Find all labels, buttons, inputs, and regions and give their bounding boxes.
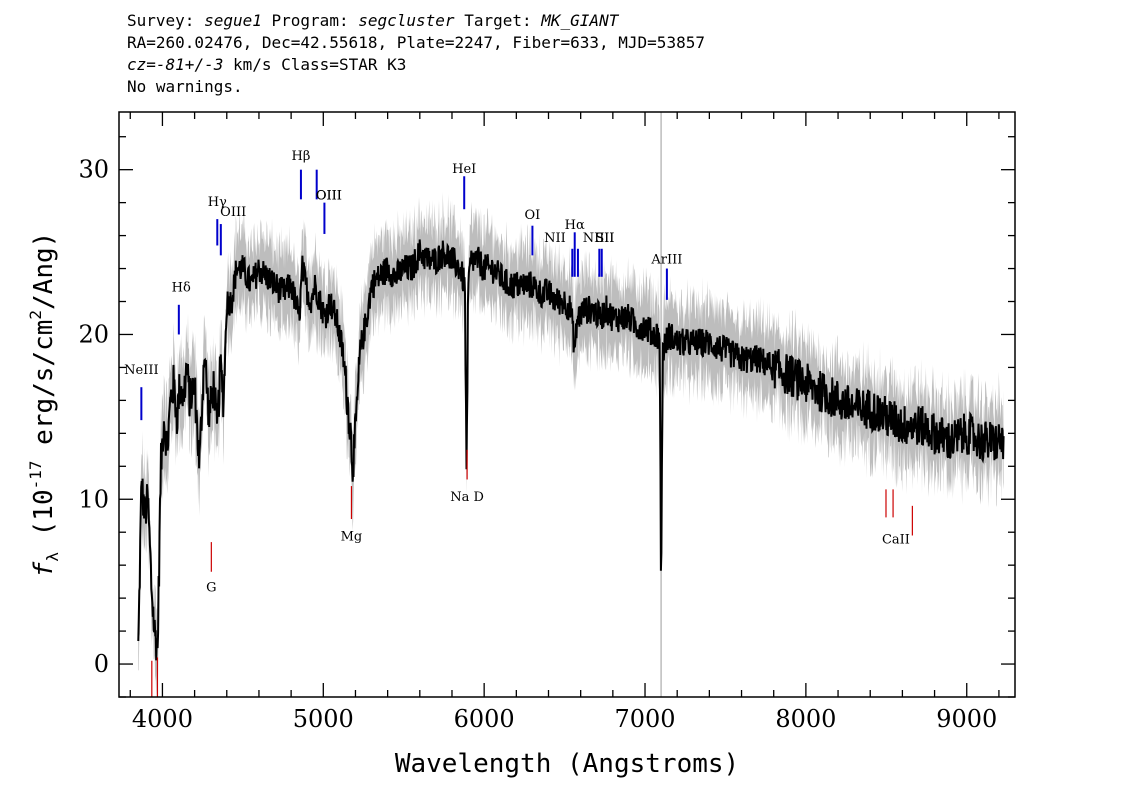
cz-label: cz=: [127, 55, 156, 74]
absorption-line-markers: G Mg Na D CaII: [151, 449, 913, 697]
y-tick-label: 20: [78, 320, 109, 348]
x-axis-label: Wavelength (Angstroms): [395, 749, 739, 779]
y-label-exp: -17: [26, 460, 45, 489]
coordinates-line: RA=260.02476, Dec=42.55618, Plate=2247, …: [127, 33, 705, 52]
absorption-line-label: CaII: [882, 533, 910, 548]
emission-line-label: OIII: [316, 188, 342, 203]
x-tick-label: 8000: [775, 705, 836, 733]
emission-line-label: OIII: [316, 188, 342, 203]
emission-line-label: NII: [544, 231, 566, 246]
emission-line-label: NeIII: [124, 363, 158, 378]
x-tick-label: 6000: [454, 705, 515, 733]
y-label-f: f: [29, 561, 59, 577]
emission-line-markers: NeIIIHδHγOIIIHβOIIIOIIIHeIOINIIHαNIISIIS…: [124, 149, 682, 421]
flux-line: [137, 239, 1005, 661]
emission-line-label: Hβ: [292, 149, 311, 164]
error-band-area: [138, 192, 1004, 700]
emission-line-label: NII: [583, 231, 605, 246]
target-value: MK_GIANT: [541, 11, 619, 30]
y-tick-label: 0: [94, 650, 109, 678]
y-label-sub: λ: [43, 552, 62, 562]
emission-line-label: ArIII: [650, 253, 682, 268]
emission-line-label: Hα: [565, 218, 585, 233]
survey-label: Survey:: [127, 11, 195, 30]
target-label: Target:: [464, 11, 532, 30]
absorption-line-label: G: [206, 581, 216, 596]
x-tick-label: 4000: [132, 705, 193, 733]
cz-value: -81+/-3: [155, 55, 224, 74]
emission-line-label: Hδ: [172, 281, 191, 296]
x-tick-label: 9000: [936, 705, 997, 733]
program-value: segcluster: [358, 11, 455, 30]
emission-line-label: HeI: [452, 162, 476, 177]
y-label-rest: (10: [29, 489, 59, 552]
survey-value: segue1: [204, 11, 262, 30]
emission-line-label: OI: [525, 208, 541, 223]
y-label-end: /Ang): [29, 232, 59, 310]
emission-line-label: Hγ: [208, 195, 227, 210]
error-band: [138, 192, 1004, 700]
class-text: km/s Class=STAR K3: [223, 55, 407, 74]
emission-line-label: SII: [595, 231, 614, 246]
emission-line-label: OIII: [220, 205, 246, 220]
axis-ticks: [119, 112, 1015, 698]
redshift-line: cz=-81+/-3 km/s Class=STAR K3: [127, 54, 705, 76]
y-label-exp2: 2: [26, 310, 45, 320]
y-axis-label: fλ (10-17 erg/s/cm2/Ang): [26, 232, 62, 578]
flux-series: [137, 239, 1005, 661]
absorption-line-label: Mg: [341, 529, 363, 544]
program-label: Program:: [271, 11, 349, 30]
y-label-tail: erg/s/cm: [29, 320, 59, 461]
x-tick-label: 5000: [293, 705, 354, 733]
emission-line-label: SII: [595, 231, 614, 246]
x-tick-label: 7000: [614, 705, 675, 733]
y-tick-label: 10: [78, 485, 109, 513]
absorption-line-label: Na D: [450, 490, 484, 505]
survey-line: Survey: segue1 Program: segcluster Targe…: [127, 10, 705, 32]
spectrum-header: Survey: segue1 Program: segcluster Targe…: [127, 10, 705, 98]
warnings-line: No warnings.: [127, 77, 243, 96]
tick-labels: 4000 5000 6000 7000 8000 9000 0 10 20 30: [78, 156, 997, 733]
plot-frame: [118, 111, 1016, 698]
y-tick-label: 30: [78, 156, 109, 184]
